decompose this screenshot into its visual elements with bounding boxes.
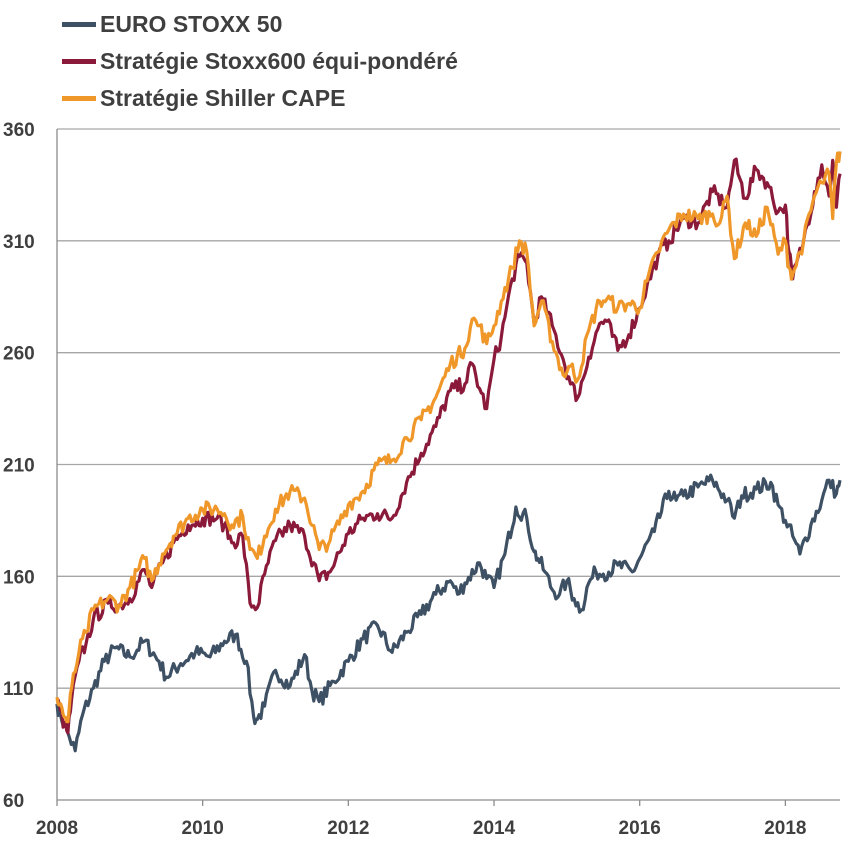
x-tick-label: 2012	[327, 818, 369, 839]
x-tick-label: 2016	[619, 818, 661, 839]
x-tick-label: 2014	[473, 818, 516, 839]
legend-label: Stratégie Stoxx600 équi-pondéré	[100, 48, 458, 74]
series-line-0	[55, 473, 842, 753]
grid-layer	[57, 128, 840, 689]
axis-layer	[56, 129, 840, 806]
y-tick-label: 110	[3, 679, 34, 700]
x-tick-label: 2008	[36, 818, 78, 839]
legend-item-stoxx600: Stratégie Stoxx600 équi-pondéré	[62, 43, 458, 80]
chart-legend: EURO STOXX 50 Stratégie Stoxx600 équi-po…	[62, 6, 458, 117]
legend-item-euro-stoxx-50: EURO STOXX 50	[62, 6, 458, 43]
legend-swatch	[62, 22, 96, 27]
y-tick-label: 310	[3, 232, 35, 253]
series-line-2	[55, 151, 842, 724]
y-tick-label: 210	[3, 456, 35, 477]
x-tick-label: 2010	[182, 818, 224, 839]
series-layer	[55, 151, 842, 753]
legend-swatch	[62, 96, 96, 101]
legend-label: Stratégie Shiller CAPE	[100, 85, 346, 111]
y-tick-label: 260	[3, 344, 35, 365]
x-tick-label: 2018	[764, 818, 806, 839]
y-tick-label: 160	[3, 567, 35, 588]
y-tick-label: 60	[3, 791, 24, 812]
legend-swatch	[62, 59, 96, 64]
y-tick-label: 360	[3, 120, 35, 141]
legend-item-shiller-cape: Stratégie Shiller CAPE	[62, 80, 458, 117]
tick-labels: 60 110 160 210 260 310 360 2008 2010 2012 2014 2016…	[3, 120, 807, 839]
legend-label: EURO STOXX 50	[100, 11, 283, 37]
series-line-1	[55, 157, 842, 735]
